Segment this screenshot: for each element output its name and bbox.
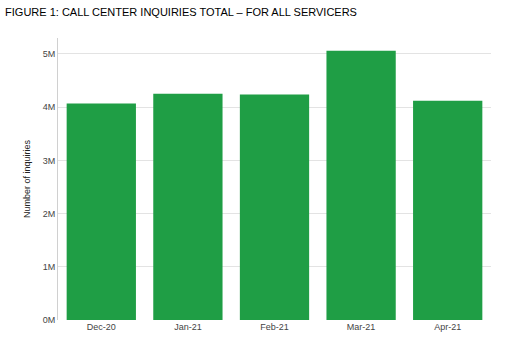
svg-text:1M: 1M bbox=[43, 262, 56, 272]
svg-text:Jan-21: Jan-21 bbox=[174, 322, 202, 332]
svg-text:3M: 3M bbox=[43, 156, 56, 166]
svg-text:2M: 2M bbox=[43, 209, 56, 219]
svg-text:Dec-20: Dec-20 bbox=[87, 322, 116, 332]
svg-text:Apr-21: Apr-21 bbox=[434, 322, 461, 332]
svg-text:5M: 5M bbox=[43, 49, 56, 59]
svg-text:FIGURE 1: CALL CENTER INQUIRIE: FIGURE 1: CALL CENTER INQUIRIES TOTAL – … bbox=[5, 6, 357, 18]
svg-text:4M: 4M bbox=[43, 102, 56, 112]
svg-text:Number of inquiries: Number of inquiries bbox=[22, 139, 32, 218]
svg-text:0M: 0M bbox=[43, 315, 56, 325]
svg-text:Feb-21: Feb-21 bbox=[260, 322, 289, 332]
svg-text:Mar-21: Mar-21 bbox=[347, 322, 376, 332]
